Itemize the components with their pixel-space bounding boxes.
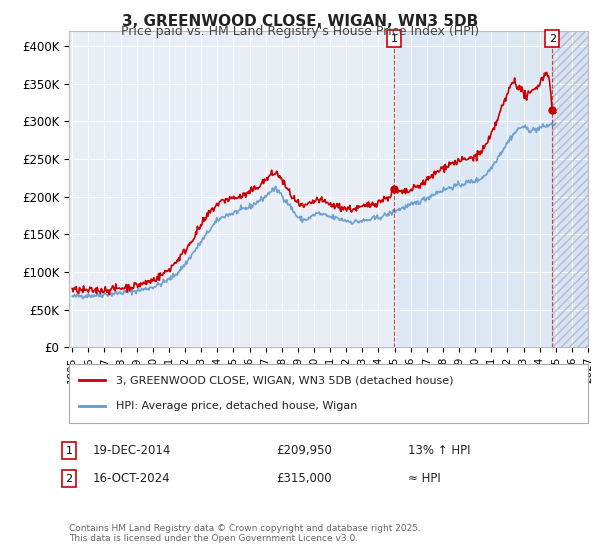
Text: 2: 2	[65, 474, 73, 484]
Text: 13% ↑ HPI: 13% ↑ HPI	[408, 444, 470, 458]
Bar	[553, 31, 588, 347]
Text: 1: 1	[391, 34, 397, 44]
Text: 16-OCT-2024: 16-OCT-2024	[93, 472, 170, 486]
Text: Price paid vs. HM Land Registry's House Price Index (HPI): Price paid vs. HM Land Registry's House …	[121, 25, 479, 38]
Text: 1: 1	[65, 446, 73, 456]
Text: 19-DEC-2014: 19-DEC-2014	[93, 444, 172, 458]
Text: £209,950: £209,950	[276, 444, 332, 458]
Text: £315,000: £315,000	[276, 472, 332, 486]
Bar	[394, 31, 553, 347]
Bar	[553, 31, 588, 347]
Text: ≈ HPI: ≈ HPI	[408, 472, 441, 486]
Text: HPI: Average price, detached house, Wigan: HPI: Average price, detached house, Wiga…	[116, 402, 357, 412]
Text: 2: 2	[549, 34, 556, 44]
Text: 3, GREENWOOD CLOSE, WIGAN, WN3 5DB (detached house): 3, GREENWOOD CLOSE, WIGAN, WN3 5DB (deta…	[116, 375, 453, 385]
Text: 3, GREENWOOD CLOSE, WIGAN, WN3 5DB: 3, GREENWOOD CLOSE, WIGAN, WN3 5DB	[122, 14, 478, 29]
Text: Contains HM Land Registry data © Crown copyright and database right 2025.
This d: Contains HM Land Registry data © Crown c…	[69, 524, 421, 543]
